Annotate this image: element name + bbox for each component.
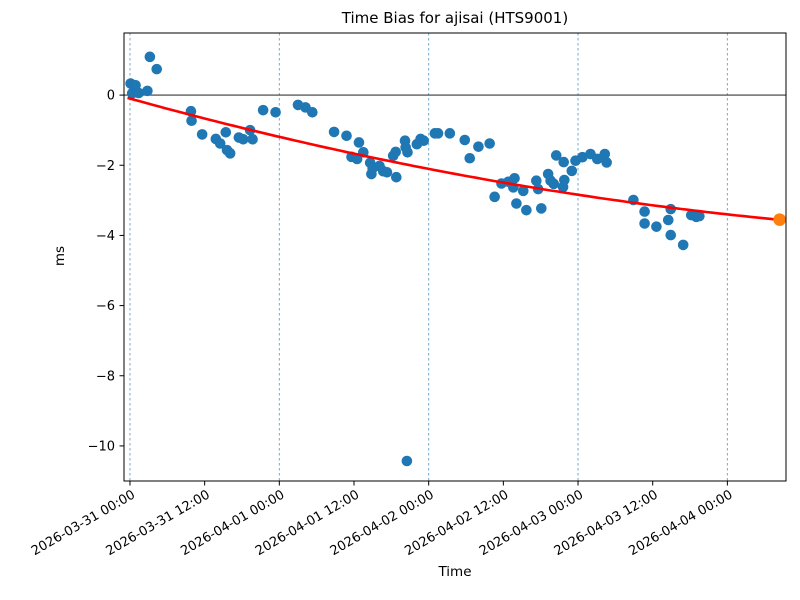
observation-point bbox=[484, 138, 495, 149]
observation-point bbox=[531, 175, 542, 186]
observation-point bbox=[402, 146, 413, 158]
observation-point bbox=[381, 166, 393, 178]
chart-title: Time Bias for ajisai (HTS9001) bbox=[341, 9, 569, 27]
observation-point bbox=[142, 85, 153, 97]
observation-point bbox=[599, 148, 611, 160]
observation-point bbox=[536, 203, 547, 214]
observation-point bbox=[577, 151, 588, 163]
observation-point bbox=[151, 63, 163, 75]
observation-point bbox=[558, 156, 570, 168]
observation-point bbox=[328, 126, 340, 138]
observation-point bbox=[353, 137, 365, 148]
observation-point bbox=[464, 152, 476, 164]
y-tick-label: −8 bbox=[96, 369, 115, 384]
y-axis-label: ms bbox=[52, 245, 69, 267]
observation-point bbox=[214, 138, 226, 149]
observation-point bbox=[559, 174, 570, 186]
observation-point bbox=[186, 115, 197, 127]
plot-border bbox=[123, 32, 787, 482]
observation-point bbox=[196, 129, 208, 140]
observation-point bbox=[550, 150, 562, 161]
observation-point bbox=[257, 104, 269, 116]
y-tick-label: −4 bbox=[96, 229, 115, 244]
observation-point bbox=[509, 172, 520, 184]
observation-point bbox=[133, 87, 144, 99]
observation-point bbox=[390, 146, 401, 158]
observation-point bbox=[665, 229, 677, 241]
observation-point bbox=[432, 128, 444, 139]
observation-point bbox=[224, 148, 236, 159]
observation-point bbox=[639, 206, 650, 217]
prediction-point bbox=[773, 213, 786, 226]
observation-point bbox=[662, 214, 674, 226]
observation-point bbox=[351, 153, 363, 165]
observation-point bbox=[341, 130, 352, 142]
observation-point bbox=[307, 106, 318, 118]
observation-point bbox=[247, 133, 258, 145]
observation-point bbox=[651, 221, 662, 232]
y-tick-label: −10 bbox=[88, 439, 115, 454]
x-axis-label: Time bbox=[438, 564, 472, 580]
observation-point bbox=[220, 126, 232, 138]
observation-point bbox=[473, 141, 484, 152]
observation-point bbox=[566, 165, 578, 177]
observation-point bbox=[639, 218, 650, 229]
observation-point bbox=[418, 135, 429, 147]
fit-line bbox=[127, 96, 775, 221]
observation-point bbox=[601, 157, 612, 168]
observation-point bbox=[489, 191, 500, 203]
y-tick-label: −2 bbox=[96, 159, 115, 174]
observation-point bbox=[677, 239, 689, 251]
observation-point bbox=[444, 128, 456, 139]
observation-point bbox=[270, 106, 281, 118]
observation-point bbox=[237, 133, 249, 145]
observation-point bbox=[511, 198, 522, 209]
observation-point bbox=[401, 455, 413, 467]
observation-point bbox=[521, 204, 532, 216]
observation-point bbox=[144, 51, 156, 63]
observation-point bbox=[459, 134, 471, 146]
observation-point bbox=[592, 153, 603, 165]
observation-point bbox=[517, 185, 529, 197]
y-tick-label: 0 bbox=[107, 89, 115, 104]
y-tick-label: −6 bbox=[96, 299, 115, 314]
observation-point bbox=[694, 210, 705, 222]
observation-point bbox=[391, 171, 402, 183]
observation-point bbox=[548, 178, 560, 190]
